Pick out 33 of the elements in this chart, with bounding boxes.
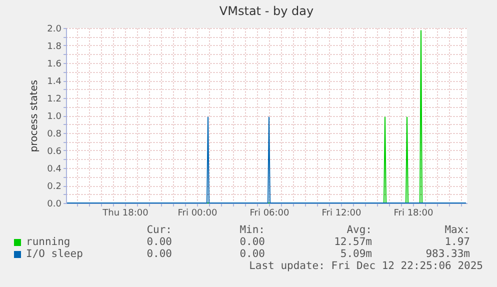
y-tick-label: 0.8 xyxy=(47,130,62,140)
y-tick-label: 0.4 xyxy=(47,164,62,174)
y-tick-label: 1.2 xyxy=(47,94,62,104)
text: 0.00 xyxy=(146,248,172,260)
text: 5.09m xyxy=(340,248,372,260)
x-tick-label: Fri 06:00 xyxy=(250,208,290,218)
text: Cur: xyxy=(146,224,172,236)
y-tick-label: 1.4 xyxy=(47,77,62,87)
text: Min: xyxy=(240,224,265,236)
text: 12.57m xyxy=(334,236,372,248)
text: 0.00 xyxy=(240,236,265,248)
legend-label: I/O sleep xyxy=(26,248,83,260)
y-tick-label: 0.6 xyxy=(47,147,62,157)
text: 1.97 xyxy=(444,236,470,248)
y-tick-label: 1.0 xyxy=(47,112,62,122)
x-tick-label: Fri 00:00 xyxy=(178,208,218,218)
text: 0.00 xyxy=(146,236,172,248)
y-tick-label: 1.6 xyxy=(47,60,62,70)
text: Max: xyxy=(444,224,470,236)
y-tick-label: 1.8 xyxy=(47,42,62,52)
y-axis-title: process states xyxy=(29,80,40,152)
text: 983.33m xyxy=(426,248,470,260)
y-tick-label: 0.2 xyxy=(47,182,62,192)
x-tick-label: Fri 12:00 xyxy=(322,208,362,218)
text: Last update: Fri Dec 12 22:25:06 2025 xyxy=(249,260,483,272)
legend-label: running xyxy=(26,236,70,248)
y-tick-label: 0.0 xyxy=(47,200,62,210)
x-tick-label: Thu 18:00 xyxy=(102,208,149,218)
text: 0.00 xyxy=(240,248,265,260)
text: Avg: xyxy=(346,224,372,236)
chart-title: VMstat - by day xyxy=(219,4,314,18)
x-tick-label: Fri 18:00 xyxy=(394,208,434,218)
y-tick-label: 2.0 xyxy=(47,24,62,34)
